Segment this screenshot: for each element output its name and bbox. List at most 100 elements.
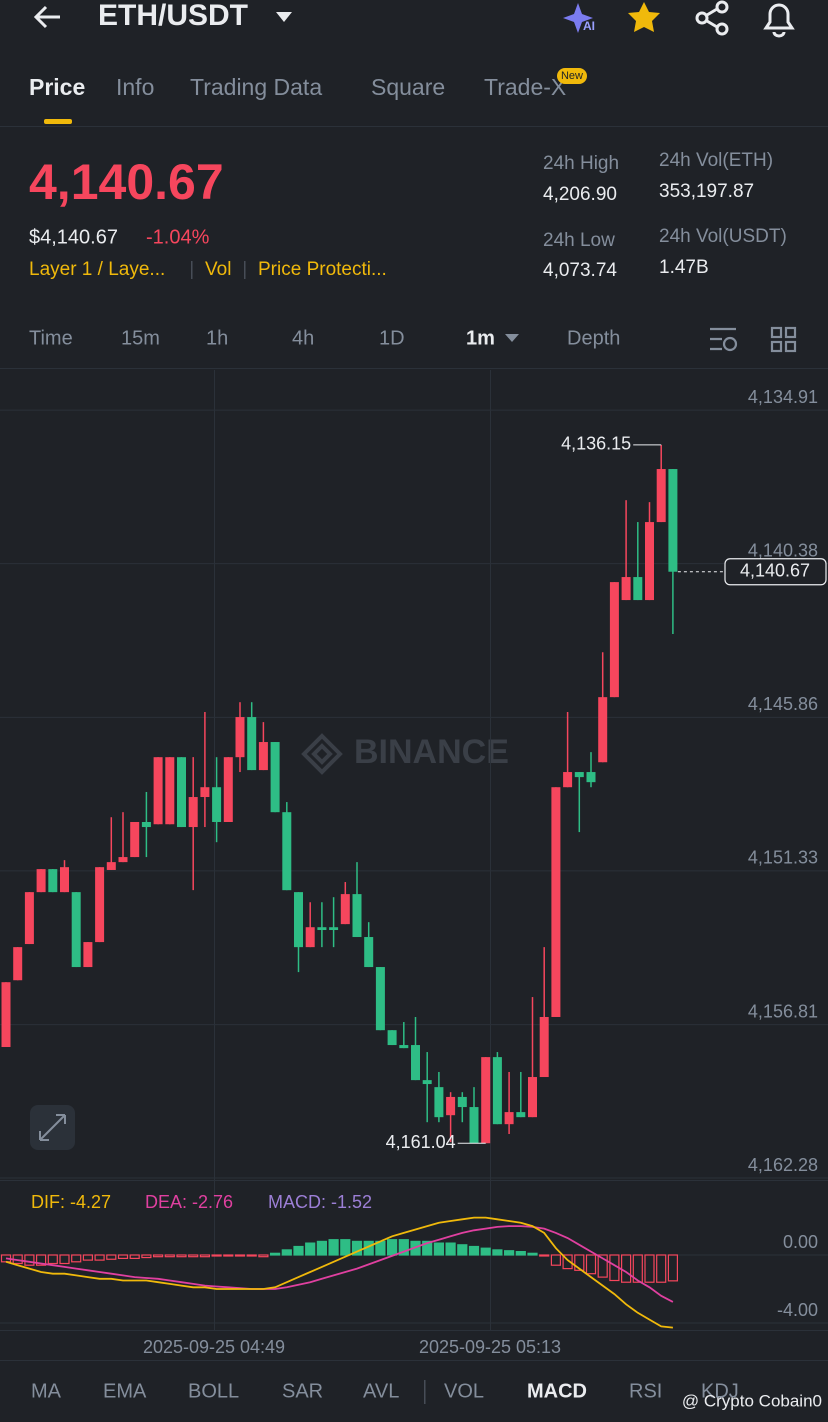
candle-body — [200, 787, 210, 798]
candle-body — [574, 772, 584, 778]
tag[interactable]: Vol — [205, 259, 231, 280]
indicator[interactable]: MACD — [527, 1380, 587, 1402]
macd-bar — [211, 1254, 222, 1257]
tab[interactable]: Square — [371, 74, 445, 100]
macd-bar — [656, 1254, 667, 1283]
candle-body — [177, 757, 186, 828]
macd-bar — [527, 1252, 538, 1256]
candle-body — [1, 982, 11, 1048]
macd-bar — [305, 1242, 316, 1256]
macd-bar — [47, 1254, 58, 1265]
indicator[interactable]: RSI — [629, 1380, 662, 1402]
tab[interactable]: Trade-X — [484, 74, 566, 100]
x-tick-label: 2025-09-25 04:49 — [143, 1337, 285, 1357]
pair-dropdown[interactable] — [276, 12, 292, 22]
macd-bar — [492, 1249, 503, 1256]
macd-bar — [562, 1254, 573, 1270]
macd-bar — [585, 1254, 597, 1275]
macd-bar — [117, 1254, 129, 1260]
candle-body — [481, 1057, 491, 1144]
tab[interactable]: Trading Data — [190, 74, 322, 100]
tab[interactable]: Price — [29, 74, 85, 100]
divider — [0, 1360, 828, 1361]
favorite-button[interactable] — [628, 2, 660, 32]
stat-label: 24h Vol(ETH) — [659, 150, 773, 171]
macd-bar — [597, 1254, 608, 1278]
candle-body — [586, 772, 596, 783]
indicator[interactable]: AVL — [363, 1380, 399, 1402]
divider — [0, 1180, 828, 1181]
macd-bar — [270, 1252, 281, 1256]
interval[interactable]: 1m — [466, 327, 495, 349]
candle-body — [270, 742, 280, 813]
tag[interactable]: Price Protecti... — [258, 259, 387, 280]
candle-body — [551, 787, 561, 1017]
candle-body — [317, 927, 327, 931]
y-tick-label: 4,156.81 — [748, 1001, 818, 1021]
tab[interactable]: Info — [116, 74, 154, 100]
macd-bar — [164, 1254, 175, 1258]
ai-icon[interactable]: AI — [563, 3, 595, 33]
expand-icon — [39, 1114, 66, 1141]
dif-line — [5, 1216, 673, 1329]
interval[interactable]: 15m — [121, 327, 160, 349]
divider — [0, 126, 828, 127]
indicator[interactable]: VOL — [444, 1380, 484, 1402]
stat-label: 24h Low — [543, 230, 615, 251]
interval[interactable]: 1D — [379, 327, 405, 349]
watermark-credit: @ Crypto Cobain0 — [682, 1391, 822, 1410]
macd-bar — [246, 1254, 257, 1257]
chart-settings-button[interactable] — [710, 327, 738, 352]
candle-body — [305, 927, 315, 948]
interval[interactable]: 1h — [206, 327, 228, 349]
layout-button[interactable] — [770, 326, 797, 353]
stat-value: 353,197.87 — [659, 181, 754, 202]
indicator[interactable]: BOLL — [188, 1380, 239, 1402]
candle-body — [106, 862, 116, 870]
macd-bar — [316, 1240, 327, 1256]
indicator[interactable]: EMA — [103, 1380, 147, 1402]
candle-body — [434, 1087, 444, 1118]
macd-bar — [223, 1254, 234, 1257]
indicator[interactable]: SAR — [282, 1380, 323, 1402]
candle-body — [247, 717, 257, 771]
interval[interactable]: Depth — [567, 327, 620, 349]
back-button[interactable] — [33, 5, 60, 29]
stat-value: 4,073.74 — [543, 260, 617, 281]
candle-body — [83, 942, 93, 968]
macd-bar — [176, 1254, 187, 1258]
indicator[interactable]: KDJ — [701, 1380, 739, 1402]
candle-body — [24, 892, 34, 945]
ai-icon-text: AI — [583, 19, 595, 33]
tag-separator — [191, 261, 193, 279]
x-tick-label: 2025-09-25 05:13 — [419, 1337, 561, 1357]
candle-body — [153, 757, 163, 825]
interval[interactable]: Time — [29, 327, 73, 349]
macd-bar — [351, 1240, 363, 1256]
macd-bar — [398, 1239, 409, 1256]
candle-body — [516, 1112, 526, 1118]
candle-body — [294, 892, 303, 948]
macd-bar — [667, 1254, 679, 1282]
share-button[interactable] — [695, 0, 729, 36]
interval[interactable]: 4h — [292, 327, 314, 349]
candle-body — [563, 772, 573, 788]
pair-title[interactable]: ETH/USDT — [98, 0, 248, 32]
y-tick-label: -4.00 — [777, 1300, 818, 1320]
macd-bar — [82, 1254, 94, 1261]
stat-label: 24h Vol(USDT) — [659, 226, 787, 247]
tag[interactable]: Layer 1 / Laye... — [29, 259, 165, 280]
macd-bar — [574, 1254, 585, 1271]
time-grid-line — [214, 370, 215, 1330]
candle-body — [645, 522, 654, 601]
candle-body — [387, 1030, 397, 1046]
macd-bar — [340, 1239, 351, 1256]
macd-bar — [445, 1242, 456, 1256]
alert-button[interactable] — [763, 3, 795, 38]
y-tick-label: 4,151.33 — [748, 848, 818, 868]
macd-bar — [35, 1254, 47, 1266]
interval-dropdown[interactable] — [505, 334, 519, 342]
indicator[interactable]: MA — [31, 1380, 62, 1402]
candle-body — [36, 869, 46, 893]
